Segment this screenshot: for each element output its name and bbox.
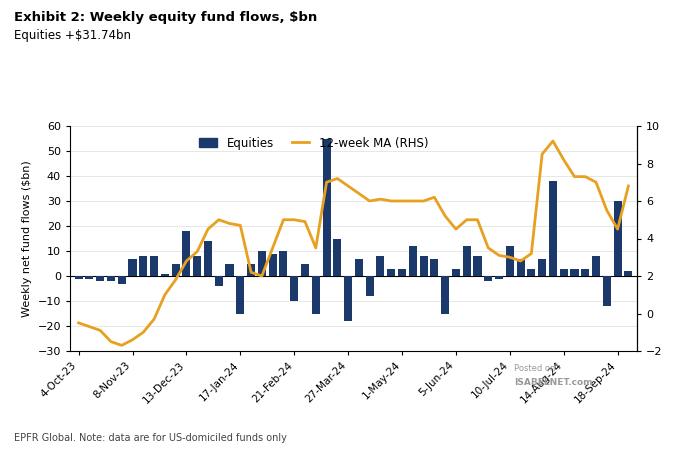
Bar <box>538 258 546 276</box>
Bar <box>96 276 104 281</box>
Bar <box>183 231 190 276</box>
Bar <box>193 256 201 276</box>
Bar <box>506 246 514 276</box>
Bar <box>344 276 352 321</box>
Bar <box>624 271 632 276</box>
Bar <box>463 246 470 276</box>
Bar <box>204 241 212 276</box>
Bar <box>430 258 438 276</box>
Bar <box>365 276 374 296</box>
Y-axis label: Weekly net fund flows ($bn): Weekly net fund flows ($bn) <box>22 160 32 317</box>
Text: Exhibit 2: Weekly equity fund flows, $bn: Exhibit 2: Weekly equity fund flows, $bn <box>14 11 317 24</box>
Bar <box>269 253 276 276</box>
Bar <box>107 276 115 281</box>
Bar <box>172 264 180 276</box>
Bar <box>614 201 622 276</box>
Bar <box>409 246 416 276</box>
Bar <box>495 276 503 279</box>
Bar <box>85 276 93 279</box>
Bar <box>247 264 255 276</box>
Bar <box>225 264 234 276</box>
Bar <box>560 269 568 276</box>
Text: Posted on: Posted on <box>514 364 556 373</box>
Bar <box>301 264 309 276</box>
Bar <box>419 256 428 276</box>
Bar <box>150 256 158 276</box>
Bar <box>129 258 137 276</box>
Bar <box>139 256 147 276</box>
Text: ISABELNET.com: ISABELNET.com <box>514 378 593 387</box>
Bar <box>118 276 126 284</box>
Bar <box>323 139 330 276</box>
Bar <box>215 276 223 286</box>
Bar <box>570 269 578 276</box>
Bar <box>398 269 406 276</box>
Bar <box>290 276 298 301</box>
Bar <box>517 258 524 276</box>
Bar <box>161 274 169 276</box>
Bar <box>549 181 557 276</box>
Bar <box>592 256 600 276</box>
Bar <box>473 256 482 276</box>
Bar <box>387 269 395 276</box>
Bar <box>258 251 266 276</box>
Legend: Equities, 12-week MA (RHS): Equities, 12-week MA (RHS) <box>195 132 433 154</box>
Bar <box>279 251 288 276</box>
Bar <box>581 269 589 276</box>
Bar <box>333 238 342 276</box>
Bar <box>484 276 492 281</box>
Text: Equities +$31.74bn: Equities +$31.74bn <box>14 29 131 42</box>
Bar <box>312 276 320 314</box>
Bar <box>527 269 536 276</box>
Bar <box>75 276 83 279</box>
Bar <box>237 276 244 314</box>
Bar <box>452 269 460 276</box>
Bar <box>377 256 384 276</box>
Bar <box>441 276 449 314</box>
Bar <box>603 276 611 306</box>
Text: EPFR Global. Note: data are for US-domiciled funds only: EPFR Global. Note: data are for US-domic… <box>14 433 287 443</box>
Bar <box>355 258 363 276</box>
